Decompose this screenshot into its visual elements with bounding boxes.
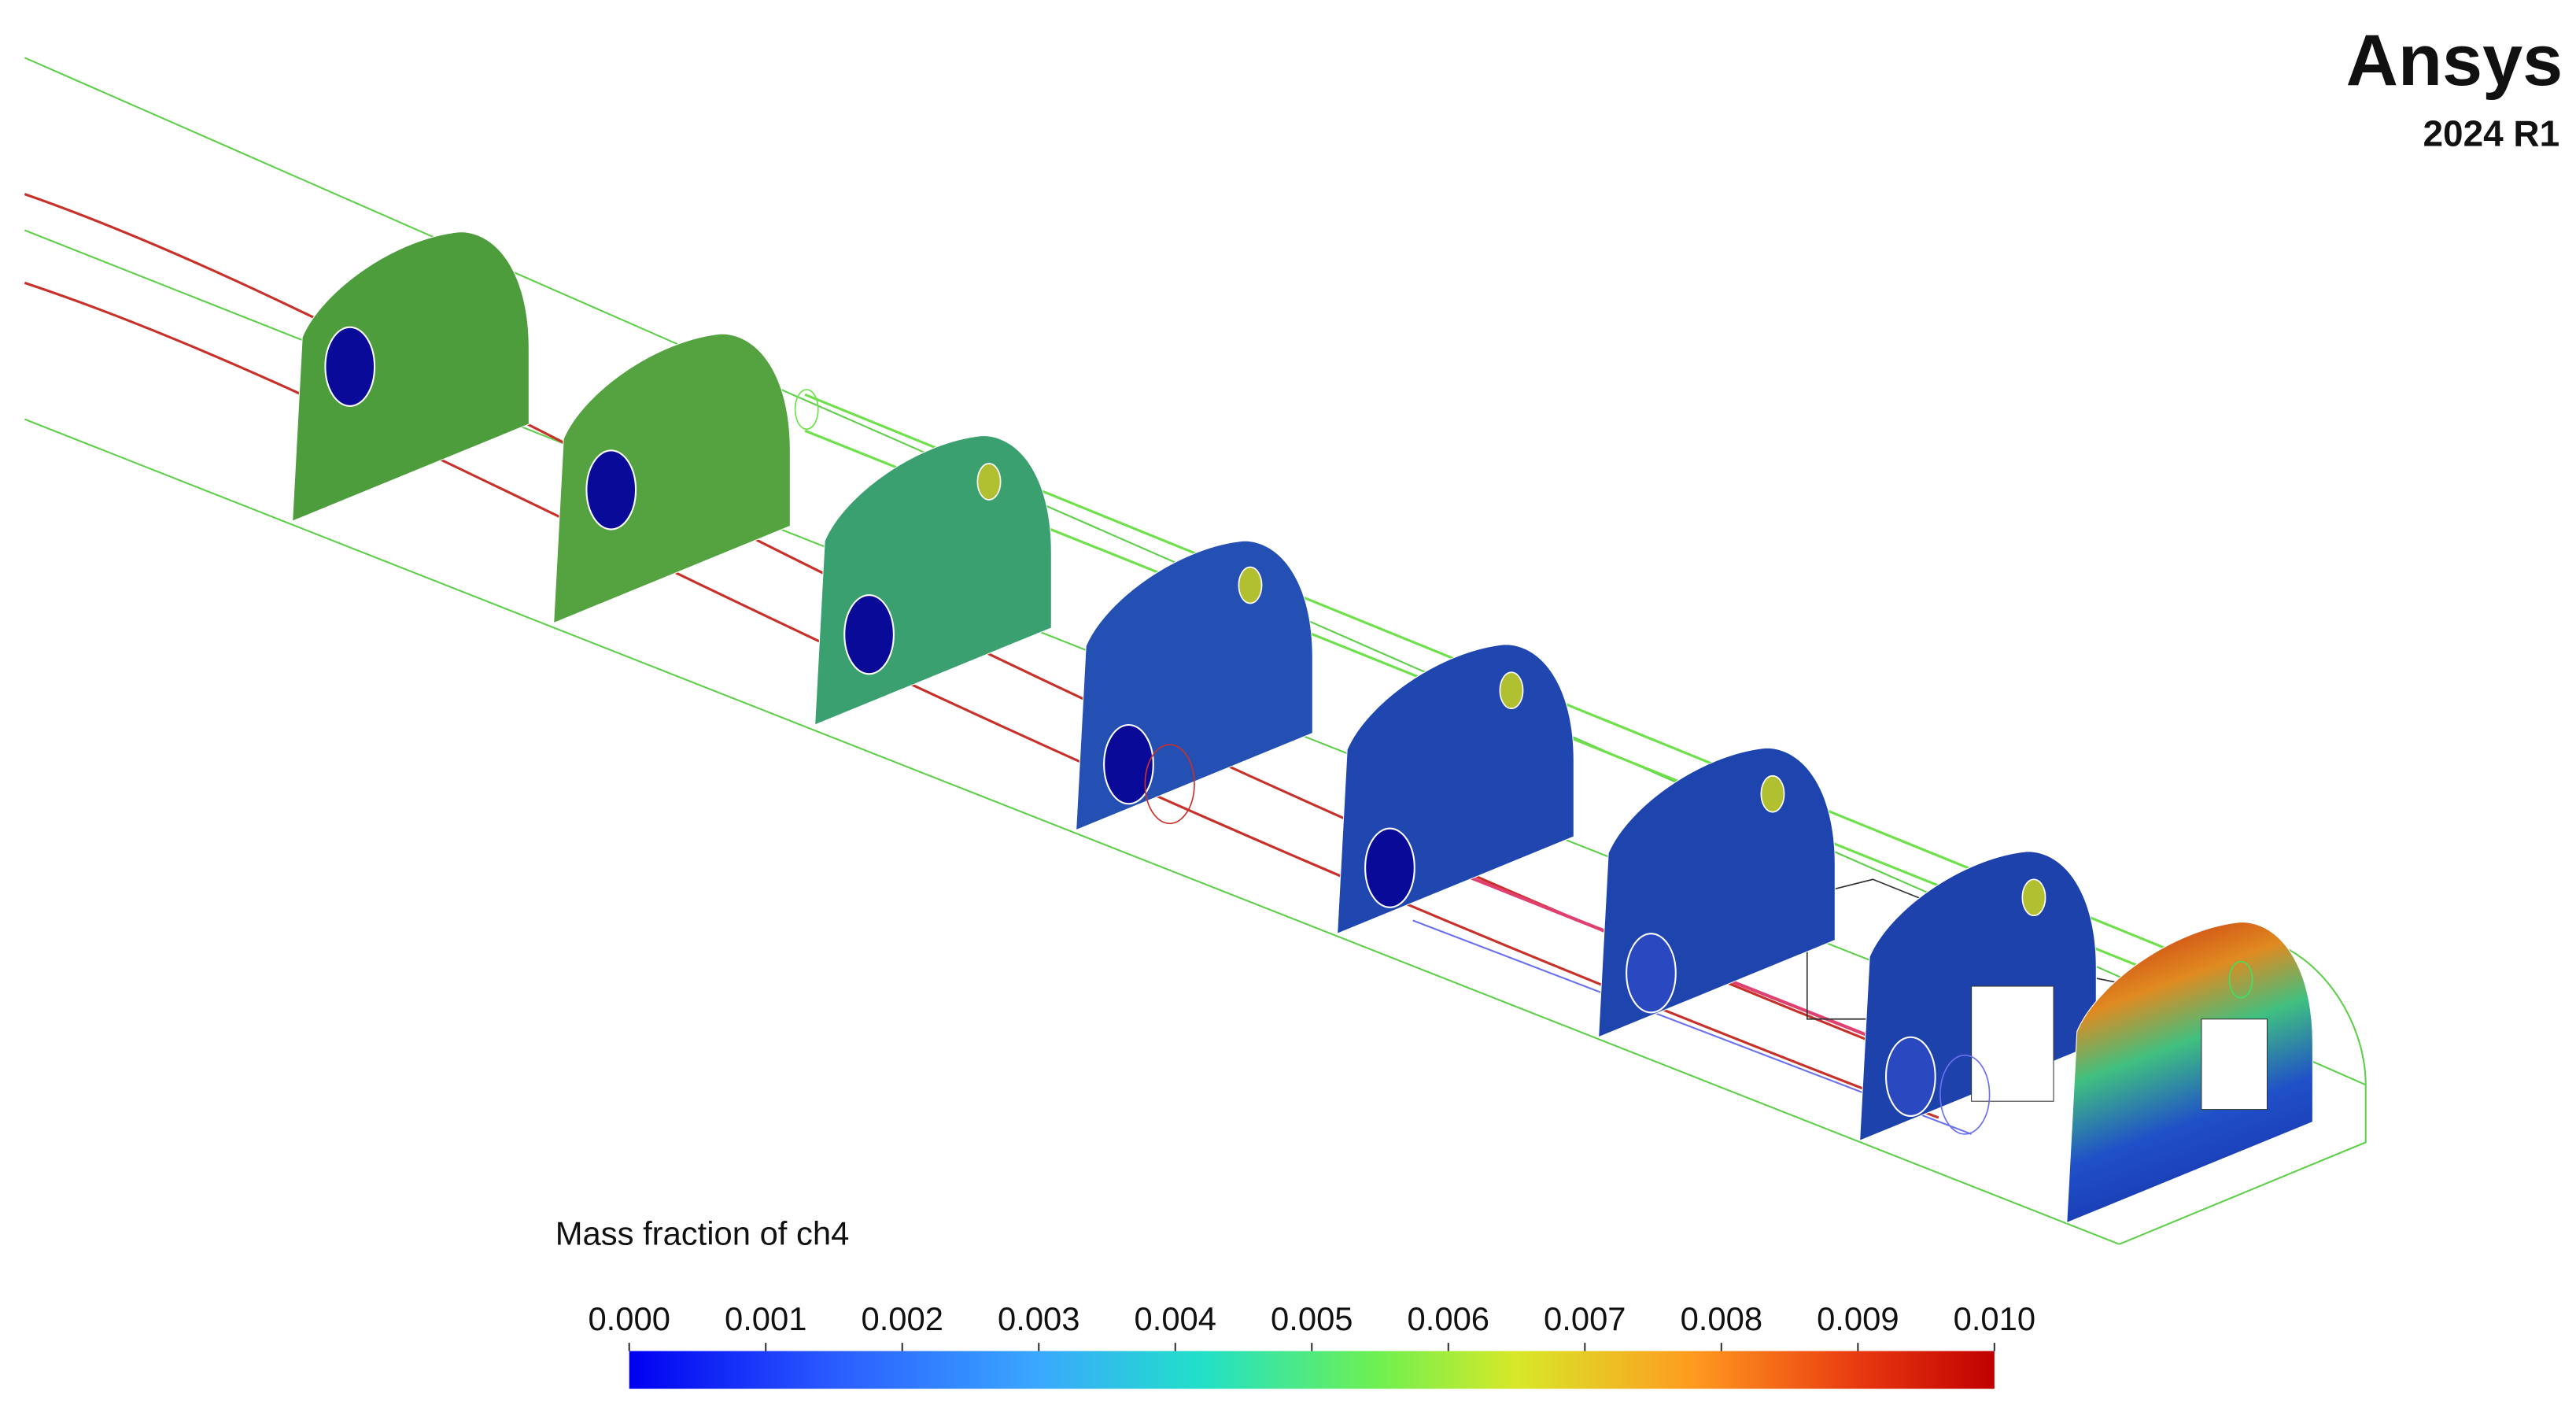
colorbar-ticks: 0.000 0.001 0.002 0.003 0.004 0.005 0.006 0.007… [588, 1300, 2035, 1351]
colorbar-tick-label: 0.010 [1954, 1300, 2035, 1337]
colorbar-tick-label: 0.009 [1817, 1300, 1899, 1337]
colorbar-title: Mass fraction of ch4 [555, 1214, 850, 1251]
colorbar-tick-label: 0.007 [1544, 1300, 1626, 1337]
colorbar-tick-label: 0.001 [725, 1300, 806, 1337]
colorbar-tick-label: 0.005 [1271, 1300, 1353, 1337]
colorbar-tick-label: 0.004 [1135, 1300, 1216, 1337]
colorbar-tick-label: 0.000 [588, 1300, 670, 1337]
colorbar [629, 1351, 1995, 1389]
outlet-circles [794, 389, 2253, 1135]
colorbar-tick-label: 0.006 [1408, 1300, 1489, 1337]
colorbar-tick-label: 0.003 [998, 1300, 1079, 1337]
contour-slices [291, 231, 2314, 1224]
colorbar-tick-label: 0.008 [1681, 1300, 1762, 1337]
brand-version: 2024 R1 [2423, 113, 2559, 154]
colorbar-tick-label: 0.002 [861, 1300, 943, 1337]
brand-logo: Ansys [2346, 20, 2563, 101]
inlet-circles [324, 326, 1936, 1118]
